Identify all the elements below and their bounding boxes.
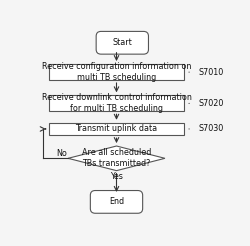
- Text: Are all scheduled
TBs transmitted?: Are all scheduled TBs transmitted?: [82, 148, 151, 168]
- Bar: [49, 95, 184, 111]
- Text: End: End: [109, 197, 124, 206]
- Text: Receive configuration information on
multi TB scheduling: Receive configuration information on mul…: [42, 62, 191, 82]
- FancyBboxPatch shape: [90, 190, 143, 213]
- Text: S7020: S7020: [199, 99, 224, 108]
- Polygon shape: [68, 146, 165, 171]
- FancyBboxPatch shape: [96, 31, 148, 54]
- Text: No: No: [56, 149, 67, 158]
- Text: S7030: S7030: [199, 124, 224, 134]
- Text: Start: Start: [112, 38, 132, 47]
- Text: Transmit uplink data: Transmit uplink data: [76, 124, 158, 134]
- Bar: [49, 64, 184, 80]
- Bar: [49, 123, 184, 135]
- Text: S7010: S7010: [199, 68, 224, 77]
- Text: Receive downlink control information
for multi TB scheduling: Receive downlink control information for…: [42, 93, 192, 113]
- Text: Yes: Yes: [110, 172, 123, 181]
